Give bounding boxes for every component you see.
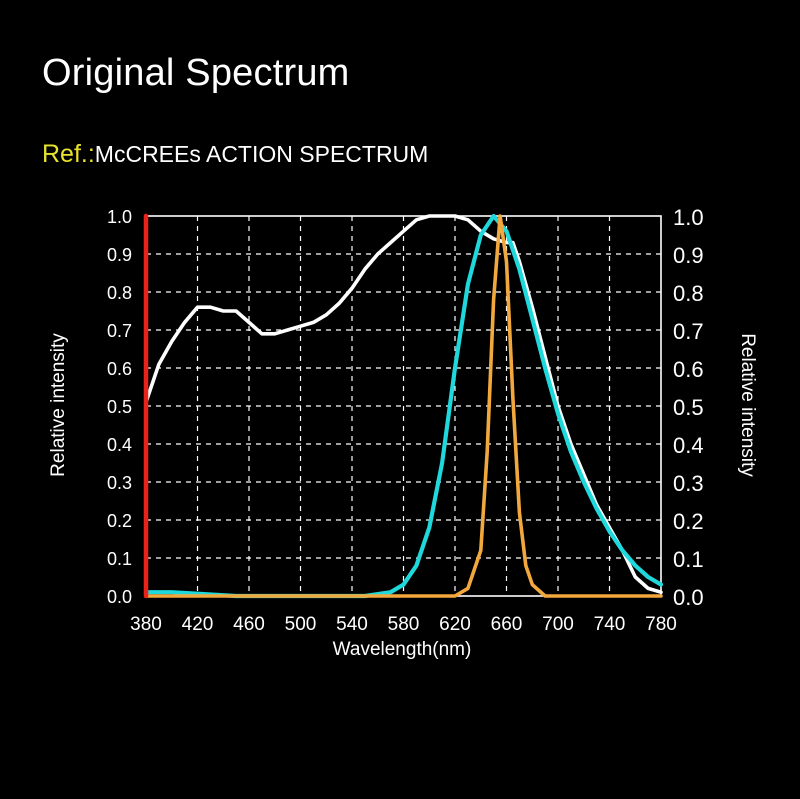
x-tick-label: 500	[285, 614, 317, 635]
x-tick-labels: 380 420 460 500 540 580 620 660 700 740 780	[130, 614, 677, 635]
y-tick-label-left: 1.0	[107, 207, 132, 227]
series-group	[143, 213, 664, 599]
x-tick-label: 740	[594, 614, 626, 635]
y-tick-label-right: 1.0	[673, 205, 704, 230]
x-tick-label: 620	[439, 614, 471, 635]
y-tick-label-right: 0.8	[673, 281, 704, 306]
reference-line: Ref.:McCREEs ACTION SPECTRUM	[42, 140, 428, 169]
y-tick-label-left: 0.6	[107, 359, 132, 379]
x-tick-label: 460	[233, 614, 265, 635]
y-tick-label-left: 0.5	[107, 397, 132, 417]
x-tick-label: 780	[645, 614, 677, 635]
y-tick-label-right: 0.5	[673, 395, 704, 420]
y-tick-label-left: 0.9	[107, 245, 132, 265]
reference-prefix: Ref.:	[42, 140, 95, 168]
x-tick-label: 420	[182, 614, 214, 635]
y-tick-label-right: 0.9	[673, 243, 704, 268]
y-tick-label-right: 0.6	[673, 357, 704, 382]
y-tick-label-right: 0.3	[673, 471, 704, 496]
y-tick-label-right: 0.2	[673, 509, 704, 534]
y-tick-label-right: 0.0	[673, 585, 704, 610]
y-tick-label-left: 0.3	[107, 473, 132, 493]
y-tick-labels-right: 0.0 0.1 0.2 0.3 0.4 0.5 0.6 0.7 0.8 0.9 1.0	[673, 205, 704, 610]
series-line-orange	[144, 214, 663, 598]
y-axis-label-right: Relative intensity	[737, 333, 758, 477]
x-tick-label: 380	[130, 614, 162, 635]
page-title: Original Spectrum	[42, 52, 350, 94]
y-tick-label-right: 0.7	[673, 319, 704, 344]
reference-text: McCREEs ACTION SPECTRUM	[94, 141, 429, 167]
y-tick-label-left: 0.7	[107, 321, 132, 341]
y-tick-label-left: 0.8	[107, 283, 132, 303]
x-tick-label: 540	[336, 614, 368, 635]
series-line-white	[144, 214, 663, 595]
y-tick-label-left: 0.1	[107, 549, 132, 569]
y-axis-label-left: Relative intensity	[48, 333, 69, 477]
y-tick-labels-left: 0.0 0.1 0.2 0.3 0.4 0.5 0.6 0.7 0.8 0.9 1.0	[107, 207, 132, 607]
x-tick-label: 580	[388, 614, 420, 635]
y-tick-label-left: 0.0	[107, 587, 132, 607]
x-tick-label: 660	[491, 614, 523, 635]
y-tick-label-left: 0.4	[107, 435, 132, 455]
x-axis-label: Wavelength(nm)	[333, 639, 472, 660]
y-tick-label-right: 0.4	[673, 433, 704, 458]
y-tick-label-right: 0.1	[673, 547, 704, 572]
y-tick-label-left: 0.2	[107, 511, 132, 531]
x-tick-label: 700	[542, 614, 574, 635]
grid	[146, 216, 661, 596]
